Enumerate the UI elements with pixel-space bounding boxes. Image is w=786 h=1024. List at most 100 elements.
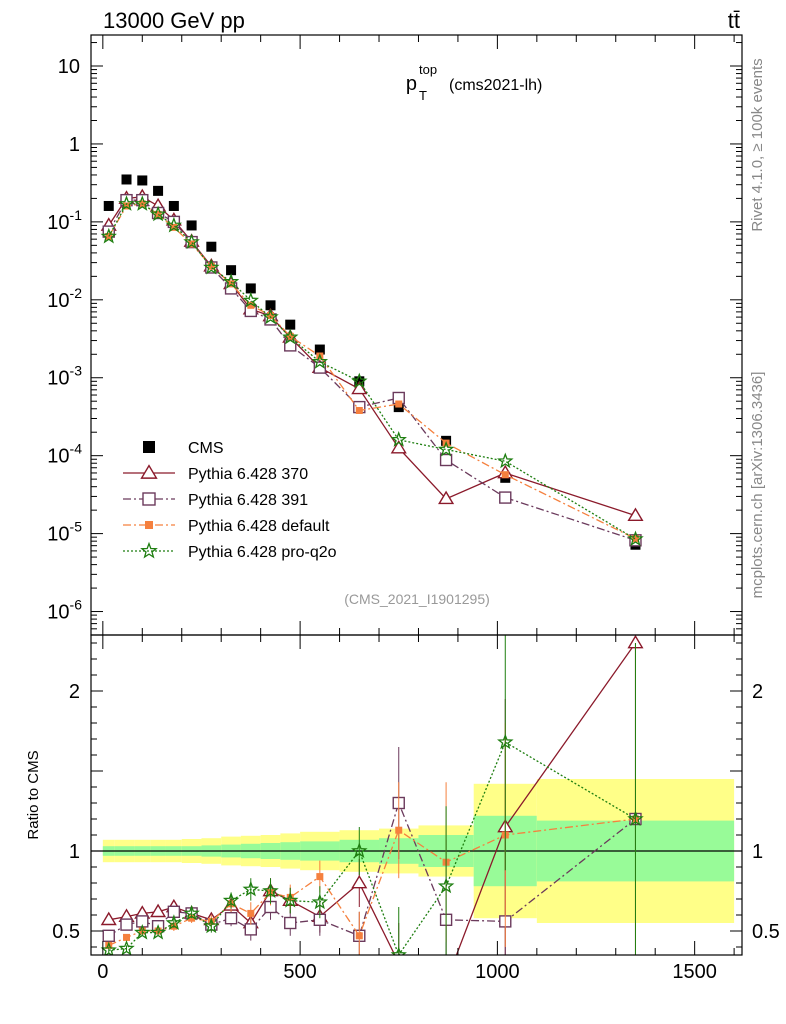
data-point bbox=[311, 353, 329, 369]
ratio-point bbox=[100, 941, 117, 955]
y-tick-label: 10-3 bbox=[47, 363, 82, 390]
ratio-point bbox=[437, 877, 455, 894]
main-panel bbox=[100, 174, 644, 550]
ratio-y-tick-label-right: 0.5 bbox=[752, 921, 780, 943]
ratio-point bbox=[120, 918, 133, 931]
ratio-point bbox=[134, 923, 151, 940]
axes: 10 1 10-1 10-2 10-3 10-4 10-5 10-6 0 500 1000 1500 0… bbox=[47, 35, 780, 983]
data-point bbox=[499, 491, 512, 504]
x-tick-label: 1000 bbox=[475, 961, 520, 983]
data-point bbox=[247, 301, 255, 309]
data-point bbox=[245, 283, 256, 294]
ratio-point bbox=[102, 929, 115, 942]
ratio-frame bbox=[90, 634, 743, 956]
data-point bbox=[170, 223, 178, 231]
legend-marker bbox=[145, 521, 153, 529]
data-point bbox=[242, 291, 260, 308]
ratio-y-tick-label: 0.5 bbox=[52, 921, 80, 943]
ratio-point bbox=[165, 914, 183, 930]
data-point bbox=[137, 175, 148, 186]
legend-marker bbox=[143, 441, 155, 453]
ratio-point bbox=[316, 873, 324, 881]
data-point bbox=[627, 507, 644, 522]
legend-label: Pythia 6.428 default bbox=[188, 518, 330, 535]
data-point bbox=[222, 273, 240, 289]
data-point bbox=[390, 430, 407, 447]
process-label: tt̄ bbox=[728, 8, 740, 33]
energy-label: 13000 GeV pp bbox=[103, 8, 245, 33]
x-tick-label: 0 bbox=[97, 961, 108, 983]
data-point bbox=[134, 195, 151, 211]
data-point bbox=[262, 308, 279, 325]
ratio-point bbox=[244, 923, 257, 936]
analysis-label: (CMS_2021_I1901295) bbox=[344, 591, 490, 607]
data-point bbox=[631, 535, 639, 543]
data-point bbox=[438, 490, 455, 505]
ratio-point bbox=[395, 826, 403, 834]
ratio-point bbox=[497, 733, 514, 750]
data-point bbox=[149, 205, 167, 222]
ratio-point bbox=[390, 946, 407, 955]
ratio-point bbox=[398, 954, 399, 955]
data-point bbox=[282, 328, 299, 345]
data-point bbox=[121, 174, 132, 185]
ratio-point bbox=[282, 891, 299, 908]
y-tick-label: 1 bbox=[69, 134, 80, 156]
data-point bbox=[183, 233, 200, 250]
data-point bbox=[118, 195, 135, 211]
ratio-y-tick-label-right: 1 bbox=[752, 841, 763, 863]
data-point bbox=[154, 210, 162, 218]
ratio-point bbox=[242, 880, 260, 897]
mcplots-label: mcplots.cern.ch [arXiv:1306.3436] bbox=[749, 372, 766, 599]
data-point bbox=[390, 439, 407, 454]
ratio-point bbox=[351, 874, 368, 889]
ratio-y-tick-label: 2 bbox=[69, 681, 80, 703]
data-point bbox=[313, 361, 327, 374]
ratio-point bbox=[284, 916, 297, 930]
ratio-point bbox=[150, 903, 167, 918]
data-point bbox=[168, 200, 179, 211]
legend-marker bbox=[142, 492, 156, 506]
ratio-ylabel: Ratio to CMS bbox=[25, 750, 42, 839]
data-point bbox=[153, 185, 164, 196]
ratio-point bbox=[123, 933, 131, 941]
data-point bbox=[627, 530, 644, 547]
plot-title-sub: T bbox=[419, 88, 427, 103]
ratio-series-0 bbox=[100, 635, 644, 986]
ratio-point bbox=[627, 810, 644, 826]
data-point bbox=[285, 319, 296, 330]
y-tick-label: 10-5 bbox=[47, 519, 82, 546]
series-4 bbox=[100, 195, 644, 547]
y-tick-label: 10-4 bbox=[47, 441, 82, 468]
ratio-point bbox=[203, 917, 220, 934]
ratio-point bbox=[262, 882, 279, 898]
ratio-point bbox=[355, 932, 363, 940]
legend-label: Pythia 6.428 pro-q2o bbox=[188, 544, 337, 561]
y-tick-label: 10 bbox=[58, 56, 80, 78]
data-point bbox=[226, 265, 237, 276]
ratio-point bbox=[183, 904, 200, 921]
x-tick-label: 1500 bbox=[672, 961, 717, 983]
series-1 bbox=[100, 188, 644, 522]
ratio-point bbox=[439, 975, 453, 986]
data-point bbox=[314, 344, 325, 355]
data-point bbox=[351, 372, 368, 389]
ratio-point bbox=[118, 939, 135, 955]
series-0 bbox=[103, 174, 641, 550]
series-2 bbox=[102, 193, 642, 547]
data-point bbox=[265, 300, 276, 311]
legend-marker bbox=[140, 541, 158, 559]
ratio-panel bbox=[91, 635, 742, 986]
legend-marker bbox=[140, 464, 158, 479]
ratio-y-tick-label: 1 bbox=[69, 841, 80, 863]
data-point bbox=[437, 440, 455, 457]
data-point bbox=[103, 200, 114, 211]
ratio-point bbox=[222, 891, 240, 908]
data-point bbox=[206, 241, 217, 252]
data-point bbox=[203, 258, 220, 275]
data-point bbox=[165, 216, 183, 233]
data-point bbox=[100, 227, 117, 244]
ratio-point bbox=[224, 912, 238, 925]
ratio-point bbox=[351, 842, 368, 858]
